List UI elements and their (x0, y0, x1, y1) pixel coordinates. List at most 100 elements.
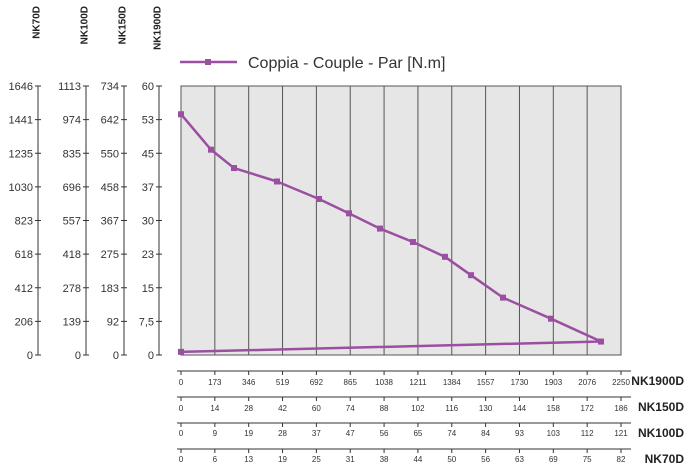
x-tick-label: 0 (179, 455, 184, 464)
x-tick-label: 37 (312, 429, 321, 438)
data-point (468, 272, 474, 279)
y-tick-label: 0 (113, 350, 119, 362)
x-tick-label: 84 (481, 429, 490, 438)
data-point (178, 348, 184, 355)
y-tick-label: 557 (63, 216, 81, 228)
x-tick-label: 1903 (544, 378, 562, 387)
y-tick-label: 734 (101, 81, 119, 93)
y-tick-label: 1441 (9, 115, 33, 127)
y-tick-label: 53 (142, 115, 154, 127)
legend-swatch-marker (205, 59, 211, 65)
y-axis-title: NK1900D (152, 6, 163, 50)
x-tick-label: 103 (547, 429, 561, 438)
y-tick-label: 642 (101, 115, 119, 127)
x-tick-label: 60 (312, 404, 321, 413)
x-tick-label: 56 (380, 429, 389, 438)
y-tick-label: 1030 (9, 182, 33, 194)
y-tick-label: 823 (15, 216, 33, 228)
x-tick-label: 1038 (375, 378, 393, 387)
x-axis-title: NK150D (638, 400, 684, 414)
x-tick-label: 28 (278, 429, 287, 438)
x-tick-label: 13 (244, 455, 253, 464)
x-tick-label: 47 (346, 429, 355, 438)
x-tick-label: 158 (547, 404, 561, 413)
x-tick-label: 130 (479, 404, 493, 413)
y-tick-label: 0 (75, 350, 81, 362)
x-tick-label: 121 (614, 429, 628, 438)
y-tick-label: 183 (101, 283, 119, 295)
y-axis-title: NK100D (79, 6, 90, 44)
x-tick-label: 1557 (477, 378, 495, 387)
x-tick-label: 346 (242, 378, 256, 387)
x-tick-label: 74 (346, 404, 355, 413)
x-tick-label: 38 (380, 455, 389, 464)
y-tick-label: 1113 (58, 81, 81, 93)
y-tick-label: 835 (63, 148, 81, 160)
x-tick-label: 69 (549, 455, 558, 464)
y-tick-label: 278 (63, 283, 81, 295)
x-tick-label: 116 (445, 404, 458, 413)
data-point (410, 239, 416, 246)
y-axis-title: NK150D (117, 6, 128, 44)
y-tick-label: 15 (142, 283, 154, 295)
y-tick-label: 696 (63, 182, 81, 194)
y-tick-label: 30 (142, 216, 154, 228)
y-tick-label: 550 (101, 148, 119, 160)
x-tick-label: 144 (513, 404, 527, 413)
x-tick-label: 31 (346, 455, 355, 464)
data-point (548, 315, 554, 322)
x-tick-label: 50 (447, 455, 456, 464)
x-axis-title: NK70D (645, 452, 685, 466)
y-tick-label: 0 (148, 350, 154, 362)
y-tick-label: 37 (142, 182, 154, 194)
data-point (231, 165, 237, 172)
x-tick-label: 6 (213, 455, 218, 464)
x-tick-label: 1730 (511, 378, 529, 387)
x-tick-label: 865 (344, 378, 358, 387)
x-tick-label: 0 (179, 429, 184, 438)
y-tick-label: 7,5 (139, 316, 154, 328)
x-tick-label: 173 (208, 378, 222, 387)
plot-area (180, 85, 622, 356)
x-tick-label: 519 (276, 378, 290, 387)
x-tick-label: 42 (278, 404, 287, 413)
x-tick-label: 0 (179, 378, 184, 387)
data-point (500, 294, 506, 301)
x-tick-label: 82 (617, 455, 626, 464)
data-point (598, 338, 604, 345)
x-tick-label: 88 (380, 404, 389, 413)
y-tick-label: 458 (101, 182, 119, 194)
y-tick-label: 0 (27, 350, 33, 362)
y-tick-label: 45 (142, 148, 154, 160)
x-tick-label: 2076 (578, 378, 596, 387)
y-tick-label: 139 (63, 316, 81, 328)
data-point (178, 111, 184, 118)
x-tick-label: 1211 (409, 378, 427, 387)
y-tick-label: 92 (107, 316, 119, 328)
y-tick-label: 412 (15, 283, 33, 295)
x-tick-label: 93 (515, 429, 524, 438)
y-tick-label: 1646 (9, 81, 33, 93)
x-axis-title: NK100D (638, 426, 684, 440)
x-tick-label: 75 (583, 455, 592, 464)
x-tick-label: 112 (581, 429, 594, 438)
y-tick-label: 23 (142, 249, 154, 261)
data-point (346, 210, 352, 217)
x-tick-label: 74 (447, 429, 456, 438)
data-point (316, 195, 322, 202)
x-tick-label: 44 (413, 455, 422, 464)
x-tick-label: 14 (210, 404, 219, 413)
y-tick-label: 618 (15, 249, 33, 261)
data-point (208, 146, 214, 153)
x-tick-label: 2250 (612, 378, 630, 387)
data-point (377, 225, 383, 232)
x-tick-label: 63 (515, 455, 524, 464)
data-point (274, 178, 280, 185)
y-tick-label: 60 (142, 81, 154, 93)
x-tick-label: 56 (481, 455, 490, 464)
x-tick-label: 0 (179, 404, 184, 413)
x-tick-label: 19 (244, 429, 253, 438)
series-line (180, 113, 603, 354)
x-tick-label: 172 (580, 404, 594, 413)
